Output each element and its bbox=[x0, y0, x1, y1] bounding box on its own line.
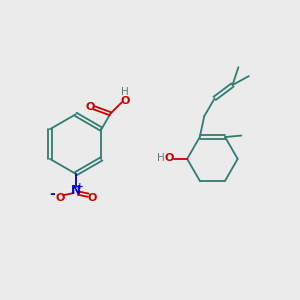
Text: O: O bbox=[85, 102, 94, 112]
Text: O: O bbox=[55, 193, 64, 203]
Text: O: O bbox=[87, 193, 97, 203]
Text: H: H bbox=[158, 153, 165, 163]
Text: H: H bbox=[121, 87, 129, 97]
Text: -: - bbox=[49, 187, 55, 201]
Text: O: O bbox=[165, 153, 174, 163]
Text: O: O bbox=[121, 96, 130, 106]
Text: +: + bbox=[76, 182, 84, 191]
Text: N: N bbox=[71, 184, 81, 196]
